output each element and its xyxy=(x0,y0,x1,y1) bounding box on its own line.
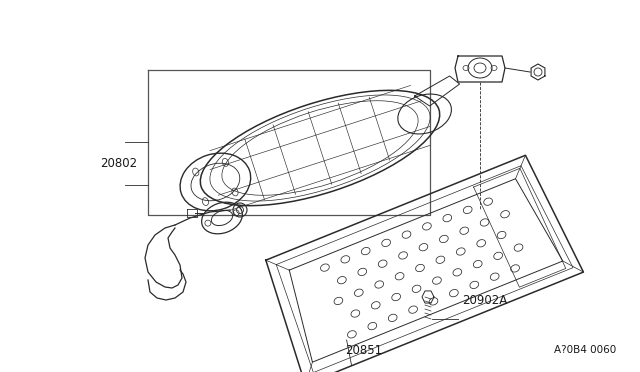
Text: 20902A: 20902A xyxy=(462,294,508,307)
Text: 20802: 20802 xyxy=(100,157,137,170)
Text: A?0B4 0060: A?0B4 0060 xyxy=(554,345,616,355)
Text: 20851: 20851 xyxy=(345,343,382,356)
